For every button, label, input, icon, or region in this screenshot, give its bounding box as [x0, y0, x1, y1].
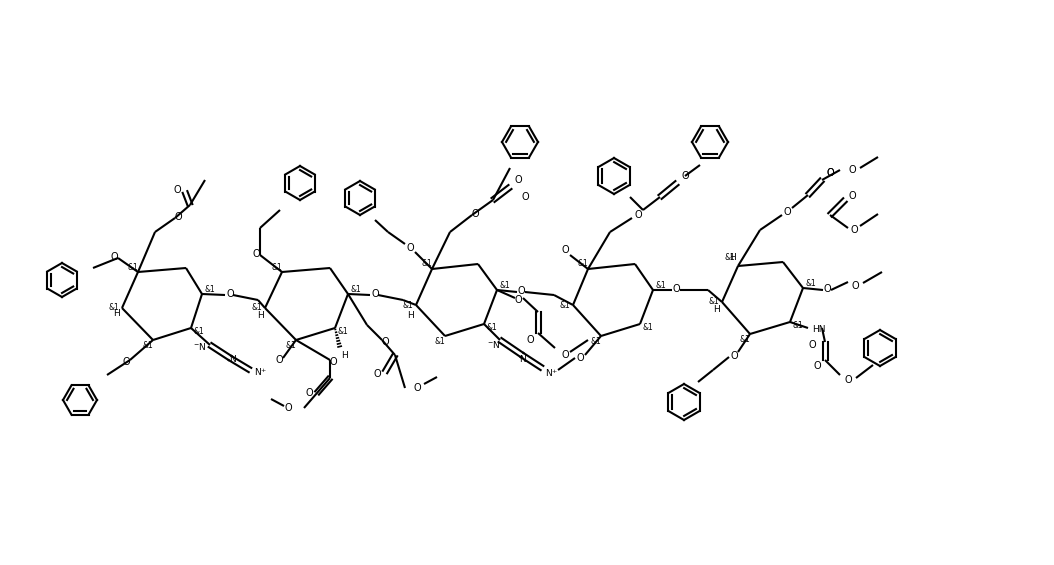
Text: H: H [714, 306, 720, 315]
Text: &1: &1 [434, 337, 446, 346]
Text: O: O [413, 383, 421, 393]
Text: O: O [371, 289, 378, 299]
Text: &1: &1 [487, 323, 497, 332]
Text: &1: &1 [643, 323, 653, 332]
Text: O: O [823, 284, 831, 294]
Text: N: N [519, 355, 525, 364]
Text: &1: &1 [560, 301, 570, 310]
Text: N$^{+}$: N$^{+}$ [545, 367, 559, 379]
Text: HN: HN [812, 325, 825, 334]
Text: O: O [471, 209, 479, 219]
Text: O: O [373, 369, 380, 379]
Text: O: O [406, 243, 414, 253]
Text: O: O [518, 286, 525, 296]
Text: O: O [514, 175, 522, 185]
Text: O: O [521, 192, 529, 202]
Text: O: O [852, 281, 859, 291]
Text: O: O [227, 289, 234, 299]
Text: &1: &1 [500, 280, 510, 289]
Text: O: O [562, 350, 569, 360]
Text: &1: &1 [337, 327, 349, 336]
Text: $^{-}$N: $^{-}$N [487, 340, 500, 350]
Text: O: O [122, 357, 130, 367]
Text: &1: &1 [272, 263, 282, 272]
Text: &1: &1 [286, 341, 296, 350]
Text: &1: &1 [740, 334, 750, 344]
Text: &1: &1 [422, 259, 432, 268]
Text: &1: &1 [590, 337, 602, 346]
Text: O: O [814, 361, 821, 371]
Text: O: O [851, 225, 858, 235]
Text: O: O [783, 207, 790, 217]
Text: O: O [174, 212, 181, 222]
Text: O: O [514, 295, 522, 305]
Text: O: O [306, 388, 313, 398]
Text: O: O [275, 355, 282, 365]
Text: &1: &1 [204, 285, 215, 293]
Text: O: O [577, 353, 584, 363]
Text: H: H [408, 311, 414, 319]
Text: &1: &1 [656, 280, 666, 289]
Text: O: O [730, 351, 738, 361]
Text: &1: &1 [252, 303, 262, 312]
Text: O: O [681, 171, 689, 181]
Text: O: O [635, 210, 642, 220]
Text: H: H [114, 308, 120, 318]
Text: O: O [382, 337, 389, 347]
Text: $^{-}$N: $^{-}$N [193, 341, 206, 353]
Text: &1: &1 [578, 259, 588, 268]
Text: O: O [826, 168, 834, 178]
Text: O: O [329, 357, 337, 367]
Text: H: H [341, 351, 349, 360]
Text: &1: &1 [725, 254, 736, 263]
Text: &1: &1 [142, 341, 154, 350]
Text: H: H [256, 311, 264, 320]
Text: &1: &1 [128, 263, 138, 272]
Text: O: O [252, 249, 260, 259]
Text: O: O [173, 185, 181, 195]
Text: N: N [229, 355, 235, 364]
Text: O: O [848, 165, 856, 175]
Text: &1: &1 [403, 301, 413, 310]
Text: O: O [561, 245, 569, 255]
Text: O: O [826, 168, 834, 178]
Text: O: O [672, 284, 680, 294]
Text: &1: &1 [194, 327, 204, 336]
Text: O: O [285, 403, 292, 413]
Text: &1: &1 [109, 303, 119, 312]
Text: &1: &1 [793, 320, 803, 329]
Text: O: O [526, 335, 533, 345]
Text: O: O [111, 252, 118, 262]
Text: &1: &1 [351, 285, 362, 293]
Text: N$^{+}$: N$^{+}$ [254, 366, 268, 378]
Text: &1: &1 [708, 298, 720, 306]
Text: O: O [848, 191, 856, 201]
Text: O: O [808, 340, 816, 350]
Text: &1: &1 [805, 279, 817, 288]
Text: O: O [844, 375, 852, 385]
Text: H: H [729, 254, 737, 263]
